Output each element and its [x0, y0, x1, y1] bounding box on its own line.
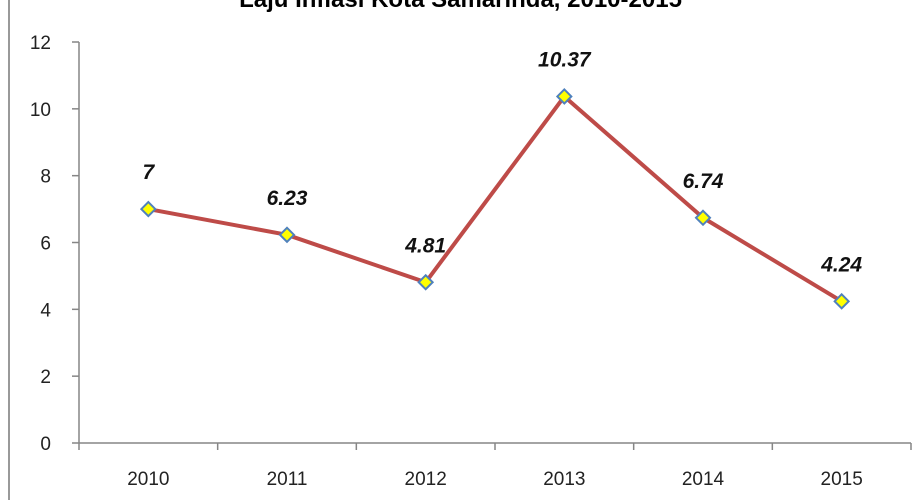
- chart-frame: [8, 0, 921, 500]
- y-tick-label: 10: [30, 100, 51, 121]
- data-point-marker: [833, 292, 851, 310]
- series-line: [147, 94, 843, 304]
- x-tick-label: 2013: [543, 469, 585, 490]
- x-tick-label: 2010: [127, 469, 169, 490]
- data-point-marker: [555, 88, 573, 105]
- y-tick-label: 12: [30, 33, 51, 54]
- x-tick-label: 2015: [821, 469, 863, 490]
- data-point-marker: [139, 200, 157, 218]
- data-point-marker: [278, 226, 296, 244]
- y-tick-label: 0: [40, 434, 51, 455]
- x-tick-label: 2014: [682, 469, 725, 490]
- y-axis-tick-labels: 0 2 4 6 8 10 12: [30, 33, 52, 455]
- data-point-marker: [694, 209, 712, 227]
- chart-title: Laju Inflasi Kota Samarinda, 2010-2015: [0, 0, 921, 14]
- data-label: 6.74: [683, 170, 724, 193]
- data-label: 10.37: [538, 48, 592, 71]
- x-axis-tick-labels: 2010 2011 2012 2013 2014 2015: [127, 469, 863, 490]
- data-label: 4.24: [820, 253, 862, 276]
- data-label: 6.23: [267, 187, 308, 210]
- x-tick-label: 2012: [405, 469, 447, 490]
- data-label: 4.81: [404, 234, 446, 257]
- y-tick-label: 8: [40, 167, 51, 188]
- data-label: 7: [142, 161, 155, 184]
- y-tick-label: 2: [40, 367, 51, 388]
- data-point-marker: [417, 273, 435, 291]
- y-tick-label: 6: [40, 234, 51, 255]
- series-group: [139, 88, 851, 310]
- chart-axes: [72, 41, 912, 450]
- y-tick-label: 4: [40, 300, 51, 321]
- x-tick-label: 2011: [267, 469, 308, 490]
- data-labels: 7 6.23 4.81 10.37 6.74 4.24: [142, 48, 862, 276]
